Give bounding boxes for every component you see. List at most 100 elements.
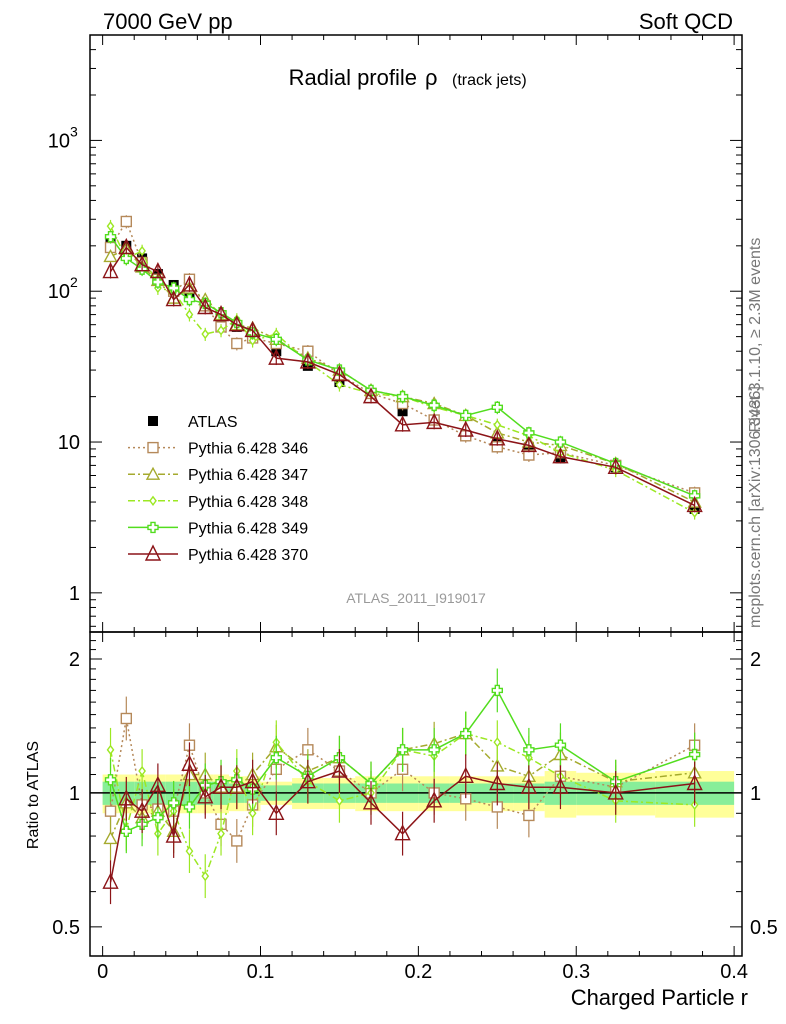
ratio-point-pythia-6-428-346 bbox=[231, 835, 243, 847]
data-point-pythia-6-428-346 bbox=[231, 337, 243, 350]
ratio-point-pythia-6-428-349 bbox=[270, 752, 282, 764]
ratio-line-pythia-6-428-348 bbox=[109, 732, 695, 878]
ratio-point-pythia-6-428-370 bbox=[362, 793, 380, 810]
ratio-point-pythia-6-428-370 bbox=[489, 773, 506, 791]
x-tick-label: 0.3 bbox=[562, 961, 590, 983]
ratio-point-pythia-6-428-348 bbox=[248, 808, 257, 819]
data-point-pythia-6-428-348 bbox=[106, 221, 115, 232]
legend-marker-pythia-6-428-349 bbox=[147, 521, 159, 534]
main-title: Radial profile bbox=[289, 65, 417, 90]
ratio-point-pythia-6-428-370 bbox=[228, 777, 245, 794]
y-tick-label-main: 1 bbox=[69, 583, 80, 605]
data-point-pythia-6-428-370 bbox=[181, 275, 198, 292]
ratio-point-pythia-6-428-349 bbox=[152, 811, 164, 824]
ratio-point-pythia-6-428-349 bbox=[428, 744, 440, 756]
data-point-pythia-6-428-348 bbox=[201, 328, 210, 340]
data-point-pythia-6-428-370 bbox=[133, 255, 151, 272]
y-tick-label-main: 10 bbox=[58, 432, 80, 454]
series-line-pythia-6-428-346 bbox=[109, 219, 695, 494]
y-tick-exponent: 2 bbox=[70, 274, 78, 290]
data-point-pythia-6-428-349 bbox=[396, 390, 409, 403]
data-point-pythia-6-428-370 bbox=[212, 305, 230, 322]
title-rho: ρ bbox=[425, 65, 438, 90]
legend-marker-pythia-6-428-346 bbox=[147, 441, 159, 454]
ratio-point-pythia-6-428-349 bbox=[183, 801, 196, 813]
ratio-line-pythia-6-428-370 bbox=[109, 761, 695, 883]
ratio-point-pythia-6-428-370 bbox=[268, 803, 285, 820]
ratio-point-pythia-6-428-349 bbox=[167, 797, 180, 809]
data-point-pythia-6-428-370 bbox=[165, 290, 182, 307]
data-point-pythia-6-428-348 bbox=[138, 245, 146, 257]
series-line-pythia-6-428-370 bbox=[109, 246, 695, 507]
ratio-point-pythia-6-428-370 bbox=[133, 801, 151, 818]
ratio-panel: 0 0.1 0.2 0.3 0.40.5 0.51 12 2 bbox=[52, 631, 778, 983]
ratio-point-pythia-6-428-370 bbox=[165, 826, 182, 843]
data-point-pythia-6-428-348 bbox=[185, 309, 194, 320]
ratio-point-pythia-6-428-349 bbox=[523, 744, 535, 756]
title-suffix: (track jets) bbox=[452, 72, 527, 89]
legend-marker-atlas bbox=[148, 416, 158, 426]
data-point-pythia-6-428-348 bbox=[335, 379, 344, 390]
data-point-pythia-6-428-370 bbox=[118, 237, 135, 255]
data-point-pythia-6-428-370 bbox=[362, 387, 380, 404]
y-tick-label-ratio: 2 bbox=[69, 649, 80, 671]
ratio-point-pythia-6-428-348 bbox=[106, 744, 115, 755]
data-point-pythia-6-428-349 bbox=[104, 230, 117, 243]
data-point-pythia-6-428-370 bbox=[268, 348, 285, 365]
ratio-point-pythia-6-428-370 bbox=[520, 777, 538, 794]
legend-label-pythia-6-428-370: Pythia 6.428 370 bbox=[188, 547, 308, 564]
data-point-pythia-6-428-370 bbox=[686, 495, 703, 513]
ratio-point-pythia-6-428-370 bbox=[181, 754, 198, 771]
data-point-pythia-6-428-347 bbox=[103, 249, 118, 263]
ratio-point-pythia-6-428-370 bbox=[197, 787, 214, 804]
data-point-pythia-6-428-349 bbox=[270, 333, 282, 345]
header-right: Soft QCD bbox=[639, 9, 733, 34]
x-tick-label: 0 bbox=[97, 961, 108, 983]
ratio-point-pythia-6-428-370 bbox=[212, 777, 230, 794]
legend-label-pythia-6-428-349: Pythia 6.428 349 bbox=[188, 520, 308, 537]
ratio-line-pythia-6-428-347 bbox=[109, 732, 695, 839]
x-tick-label: 0.2 bbox=[404, 961, 432, 983]
data-point-pythia-6-428-348 bbox=[217, 325, 225, 336]
x-axis-label: Charged Particle r bbox=[571, 985, 748, 1010]
ratio-point-pythia-6-428-346 bbox=[523, 809, 535, 822]
ratio-point-pythia-6-428-349 bbox=[396, 744, 409, 756]
data-point-pythia-6-428-370 bbox=[228, 315, 245, 332]
data-point-pythia-6-428-349 bbox=[167, 282, 180, 294]
ratio-point-pythia-6-428-370 bbox=[686, 773, 703, 791]
analysis-watermark: ATLAS_2011_I919017 bbox=[346, 590, 486, 606]
ratio-point-pythia-6-428-370 bbox=[607, 783, 624, 800]
ratio-point-pythia-6-428-349 bbox=[491, 684, 504, 697]
data-point-pythia-6-428-349 bbox=[183, 293, 196, 306]
ratio-point-pythia-6-428-349 bbox=[554, 739, 567, 751]
ratio-point-pythia-6-428-370 bbox=[149, 775, 167, 793]
data-point-pythia-6-428-370 bbox=[394, 415, 411, 432]
ratio-point-pythia-6-428-370 bbox=[299, 772, 316, 789]
ratio-point-pythia-6-428-370 bbox=[394, 824, 411, 841]
ratio-ylabel: Ratio to ATLAS bbox=[25, 741, 42, 849]
legend-label-atlas: ATLAS bbox=[188, 414, 238, 431]
data-point-pythia-6-428-346 bbox=[120, 215, 133, 228]
legend-label-pythia-6-428-347: Pythia 6.428 347 bbox=[188, 467, 308, 484]
data-point-pythia-6-428-370 bbox=[197, 297, 214, 315]
ratio-point-pythia-6-428-349 bbox=[460, 727, 472, 740]
data-point-pythia-6-428-370 bbox=[552, 447, 569, 464]
ratio-point-pythia-6-428-370 bbox=[118, 789, 135, 806]
data-point-pythia-6-428-370 bbox=[489, 429, 506, 446]
data-point-atlas bbox=[397, 406, 408, 417]
ratio-point-pythia-6-428-348 bbox=[138, 765, 146, 777]
y-tick-label-main: 10 bbox=[48, 130, 70, 152]
ratio-point-pythia-6-428-348 bbox=[335, 795, 344, 806]
legend-label-pythia-6-428-346: Pythia 6.428 346 bbox=[188, 441, 308, 458]
legend-marker-pythia-6-428-347 bbox=[145, 466, 161, 480]
ratio-point-pythia-6-428-349 bbox=[104, 774, 117, 786]
data-point-pythia-6-428-348 bbox=[248, 335, 257, 346]
y-tick-label-main: 10 bbox=[48, 281, 70, 303]
rivet-label: Rivet 3.1.10, ≥ 2.3M events bbox=[747, 238, 764, 433]
series-line-pythia-6-428-348 bbox=[109, 225, 695, 514]
data-point-pythia-6-428-370 bbox=[520, 435, 538, 453]
ratio-point-pythia-6-428-370 bbox=[244, 772, 261, 789]
data-point-pythia-6-428-370 bbox=[457, 420, 474, 437]
